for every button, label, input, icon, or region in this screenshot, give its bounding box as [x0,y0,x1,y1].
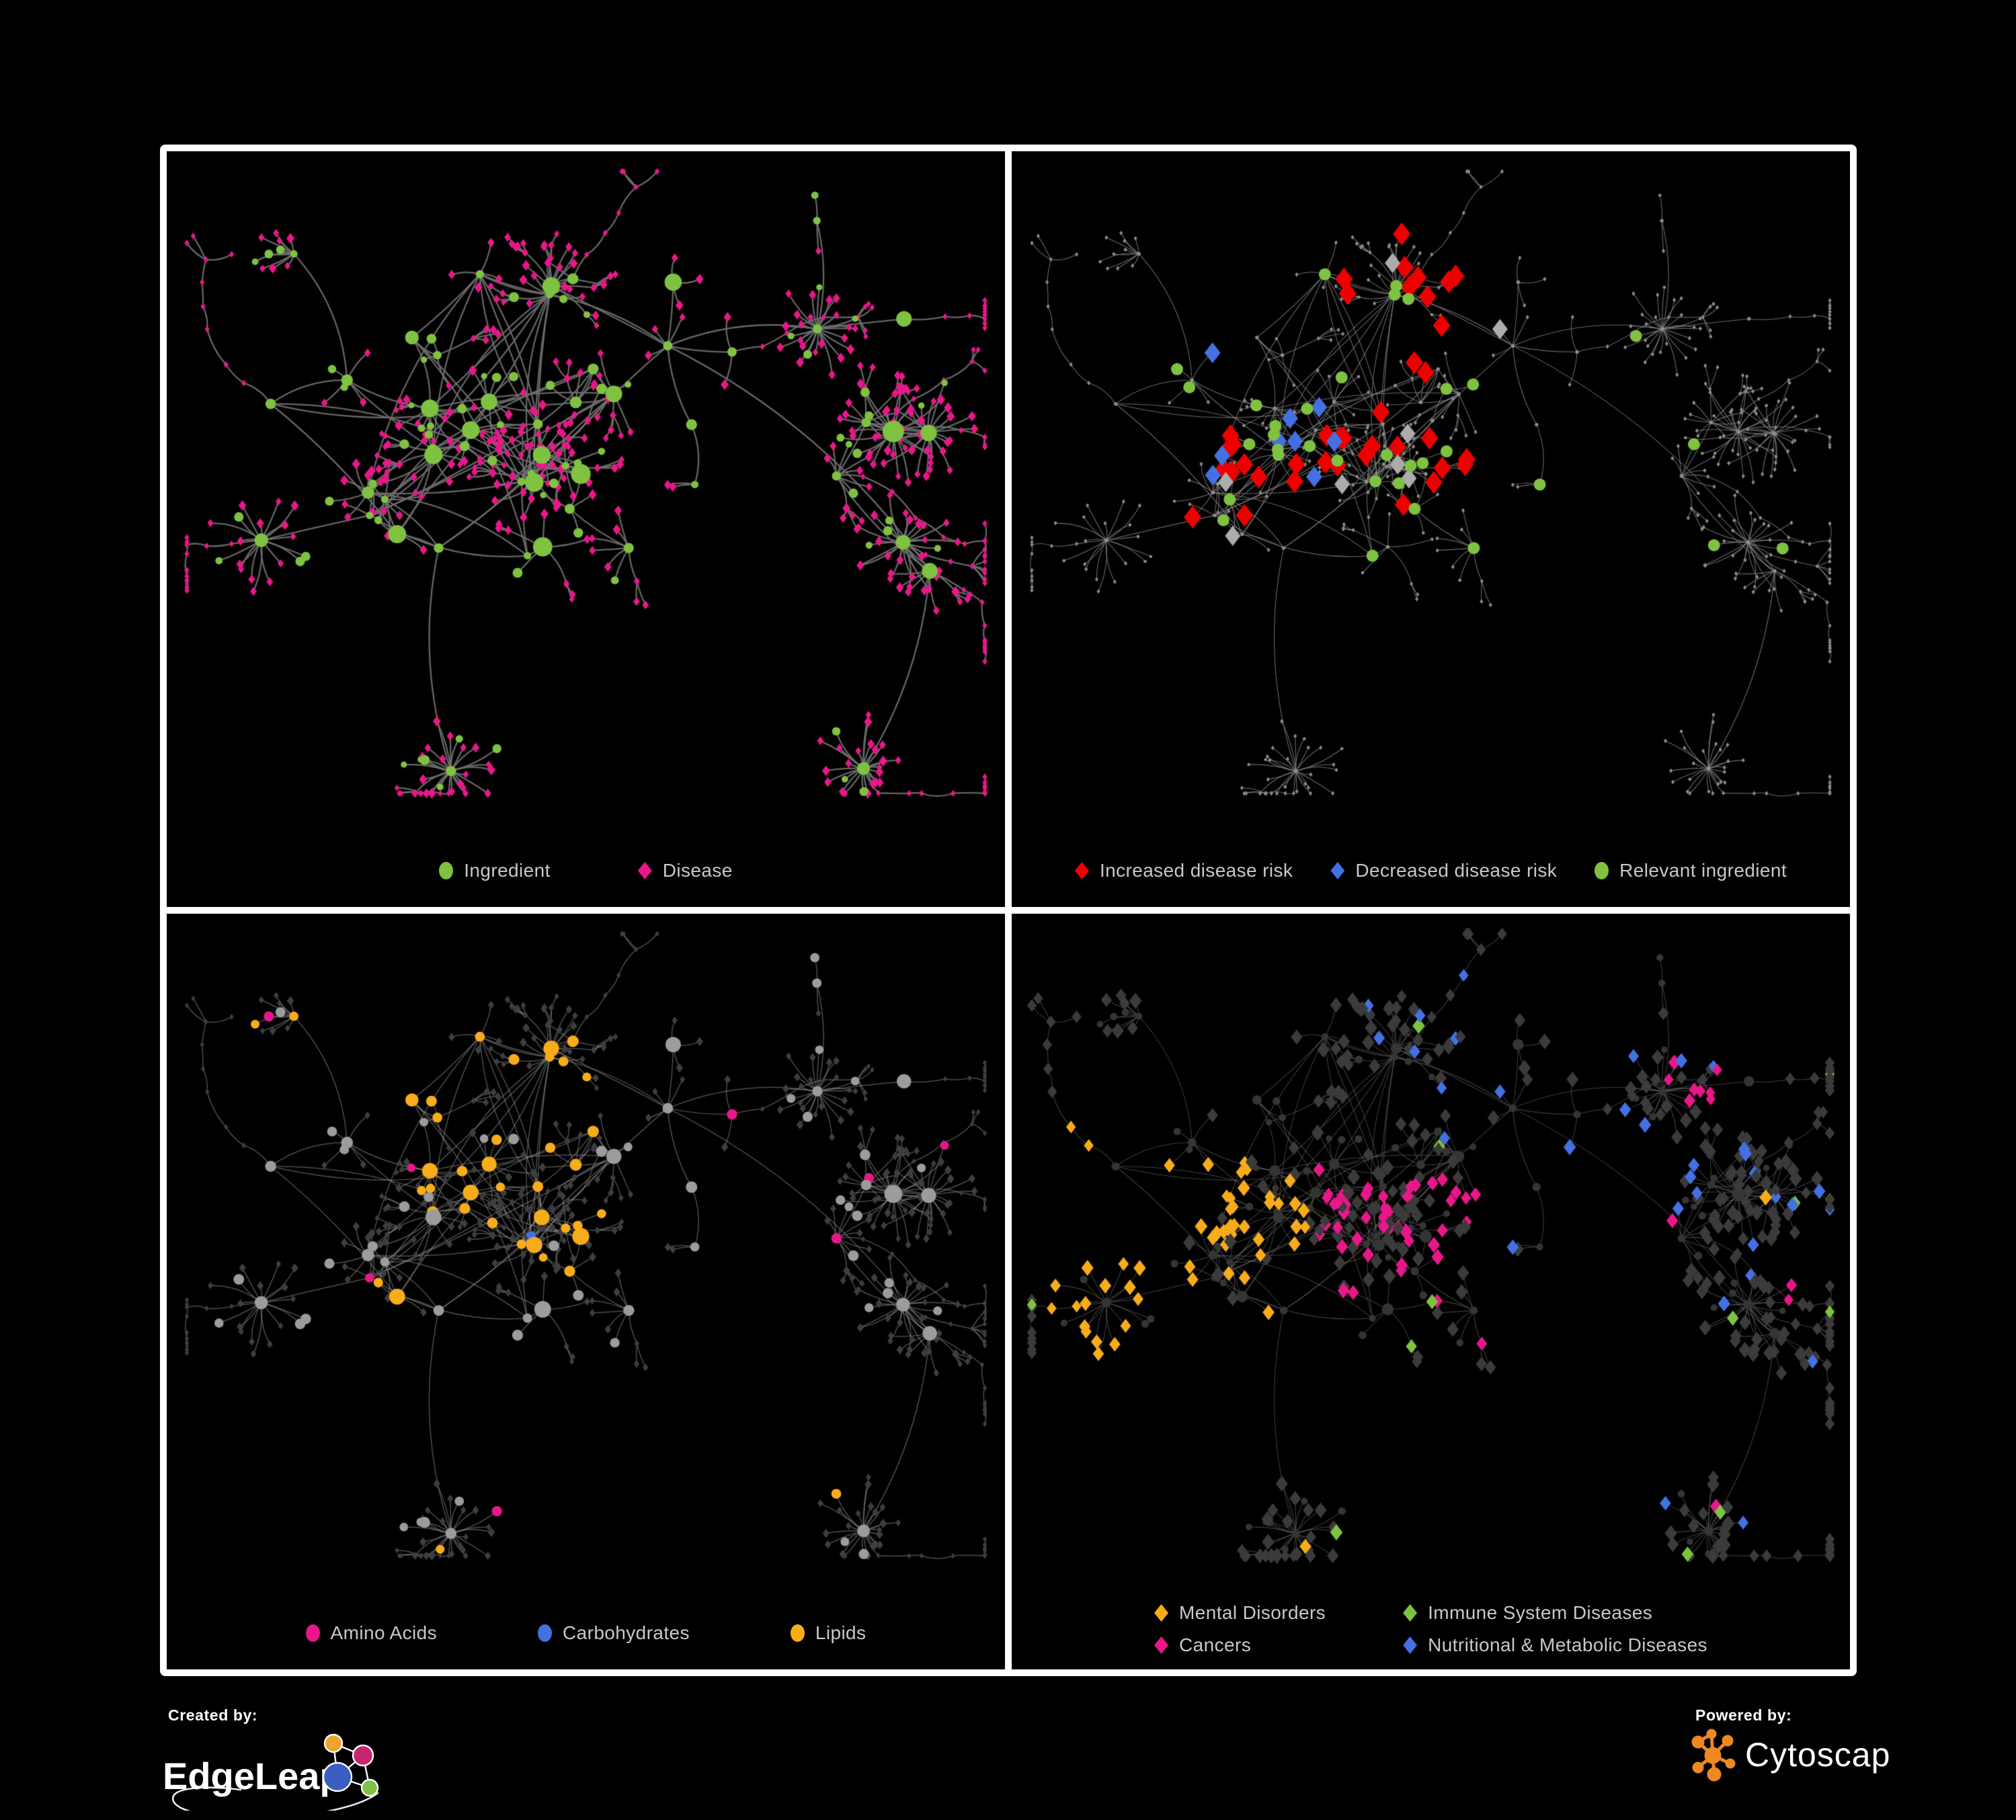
legend-label-mental-disorders: Mental Disorders [1179,1602,1326,1623]
cytoscape-network-icon [1691,1729,1736,1782]
cytoscape-logo: Cytoscape [1691,1729,1890,1782]
created-by-label: Created by: [168,1706,258,1724]
panel-ingredient-disease: Ingredient Disease [167,151,1005,907]
edgeleap-network-icon [322,1733,379,1797]
edgeleap-logo: EdgeLeap [163,1733,379,1811]
powered-by-label: Powered by: [1695,1706,1792,1724]
panel-disease-risk: Increased disease risk Decreased disease… [1012,151,1850,907]
edgeleap-wordmark: EdgeLeap [163,1755,343,1797]
network-canvas-ingredient-classes [167,914,1005,1669]
legend-disease-classes: Mental Disorders Immune System Diseases … [1154,1602,1707,1656]
legend-label-disease: Disease [662,860,733,881]
increased-risk-swatch-icon [1074,862,1089,879]
figure-grid: Ingredient Disease Increased disease ris… [160,145,1857,1676]
mental-disorders-swatch-icon [1154,1604,1169,1622]
carbohydrates-swatch-icon [538,1624,553,1642]
ingredient-swatch-icon [439,862,454,879]
legend-item-cancers: Cancers [1154,1634,1251,1656]
edgeleap-node-blue [322,1762,353,1792]
legend-label-amino-acids: Amino Acids [330,1622,438,1643]
legend-label-increased-risk: Increased disease risk [1099,860,1293,881]
legend-item-disease: Disease [637,860,733,881]
decreased-risk-swatch-icon [1330,862,1345,879]
edgeleap-swoosh [171,1786,379,1811]
edgeleap-node-orange [323,1733,344,1753]
nutritional-metabolic-diseases-swatch-icon [1403,1636,1418,1654]
network-canvas-disease-risk [1012,151,1850,907]
legend-label-cancers: Cancers [1179,1634,1252,1655]
legend-label-carbohydrates: Carbohydrates [563,1622,690,1643]
legend-item-nutritional-metabolic-diseases: Nutritional & Metabolic Diseases [1403,1634,1707,1656]
lipids-swatch-icon [790,1624,805,1642]
panel-disease-classes: Mental Disorders Immune System Diseases … [1012,914,1850,1669]
disease-swatch-icon [637,862,652,879]
powered-by-block: Powered by: Cytoscape [1689,1706,1890,1784]
legend-item-relevant-ingredient: Relevant ingredient [1595,860,1787,881]
legend-label-decreased-risk: Decreased disease risk [1355,860,1558,881]
legend-item-increased-risk: Increased disease risk [1074,860,1293,881]
legend-ingredient-disease: Ingredient Disease [167,860,1005,881]
legend-item-decreased-risk: Decreased disease risk [1330,860,1557,881]
relevant-ingredient-swatch-icon [1595,862,1609,879]
legend-label-immune-system-diseases: Immune System Diseases [1428,1602,1653,1623]
created-by-block: Created by: EdgeLeap [161,1706,397,1811]
edgeleap-node-green [360,1778,379,1797]
legend-item-mental-disorders: Mental Disorders [1154,1602,1326,1624]
legend-item-lipids: Lipids [790,1622,866,1644]
cytoscape-wordmark: Cytoscape [1745,1736,1890,1774]
edgeleap-node-magenta [352,1744,374,1767]
immune-system-diseases-swatch-icon [1403,1604,1418,1622]
legend-item-ingredient: Ingredient [439,860,551,881]
network-canvas-disease-classes [1012,914,1850,1669]
legend-item-carbohydrates: Carbohydrates [538,1622,690,1644]
amino-acids-swatch-icon [305,1624,320,1642]
legend-disease-risk: Increased disease risk Decreased disease… [1012,860,1850,881]
legend-item-amino-acids: Amino Acids [305,1622,438,1644]
legend-label-ingredient: Ingredient [464,860,551,881]
legend-label-relevant-ingredient: Relevant ingredient [1619,860,1787,881]
legend-label-nutritional-metabolic-diseases: Nutritional & Metabolic Diseases [1428,1634,1707,1655]
cancers-swatch-icon [1154,1636,1169,1654]
panel-ingredient-classes: Amino Acids Carbohydrates Lipids [167,914,1005,1669]
legend-label-lipids: Lipids [815,1622,866,1643]
legend-ingredient-classes: Amino Acids Carbohydrates Lipids [167,1622,1005,1644]
legend-item-immune-system-diseases: Immune System Diseases [1403,1602,1652,1624]
network-canvas-ingredient-disease [167,151,1005,907]
